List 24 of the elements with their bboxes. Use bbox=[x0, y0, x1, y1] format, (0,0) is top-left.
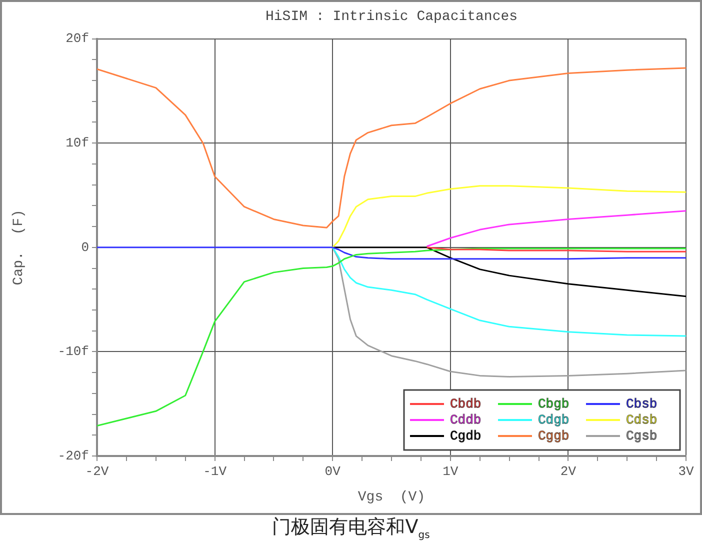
y-tick-label: 10f bbox=[66, 136, 89, 151]
chart-title: HiSIM : Intrinsic Capacitances bbox=[265, 9, 518, 26]
x-tick-label: -2V bbox=[85, 464, 109, 480]
x-tick-label: 3V bbox=[678, 464, 694, 480]
x-tick-label: 0V bbox=[324, 464, 341, 480]
legend-label: Cdgb bbox=[538, 412, 570, 428]
legend-label: Cddb bbox=[450, 412, 482, 428]
legend-label: Cggb bbox=[538, 428, 570, 444]
y-tick-label: -10f bbox=[58, 344, 89, 360]
y-tick-label: -20f bbox=[58, 448, 89, 464]
text: 门极固有电容和V$_{gs}$ bbox=[271, 515, 431, 541]
legend-label: Cdsb bbox=[626, 412, 658, 428]
x-tick-label: -1V bbox=[203, 464, 227, 480]
x-tick-label: 2V bbox=[560, 464, 576, 480]
legend-label: Cbsb bbox=[626, 396, 658, 412]
legend-label: Cgdb bbox=[450, 428, 482, 444]
legend-label: Cgsb bbox=[626, 428, 658, 444]
y-tick-label: 20f bbox=[66, 31, 89, 46]
legend-label: Cbdb bbox=[450, 396, 482, 412]
legend-label: Cbgb bbox=[538, 396, 570, 412]
y-axis-title: Cap. (F) bbox=[11, 210, 28, 286]
x-axis-title: Vgs (V) bbox=[358, 489, 426, 506]
x-tick-label: 1V bbox=[442, 464, 458, 480]
y-tick-label: 0 bbox=[81, 240, 89, 255]
